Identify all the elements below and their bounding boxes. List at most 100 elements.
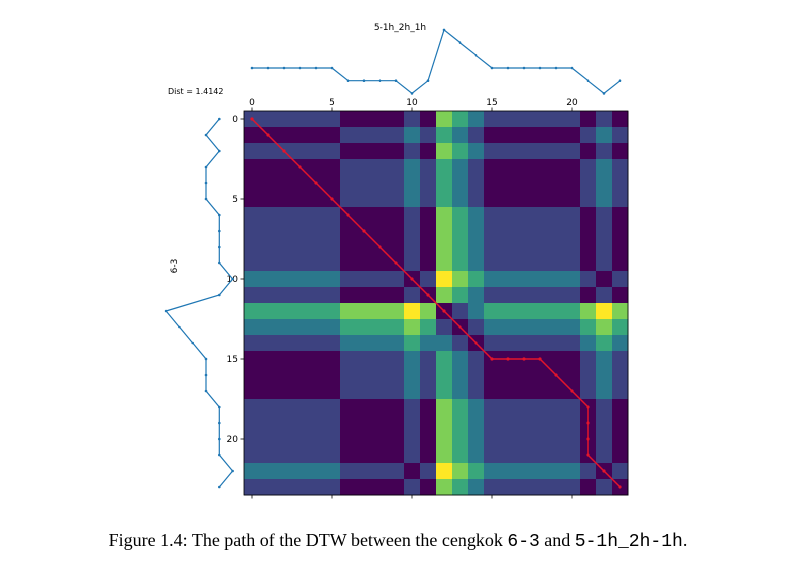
heatmap-cell — [244, 287, 261, 304]
heatmap-cell — [388, 415, 405, 432]
heatmap-cell — [324, 447, 341, 464]
heatmap-cell — [340, 143, 357, 160]
heatmap-cell — [420, 159, 437, 176]
heatmap-cell — [596, 335, 613, 352]
heatmap-cell — [564, 287, 581, 304]
heatmap-cell — [580, 239, 597, 256]
heatmap-cell — [276, 255, 293, 272]
heatmap-cell — [404, 431, 421, 448]
heatmap-cell — [340, 111, 357, 128]
heatmap-cell — [548, 479, 565, 496]
heatmap-cell — [388, 399, 405, 416]
left-series-point — [218, 405, 221, 409]
heatmap-cell — [276, 159, 293, 176]
heatmap-cell — [484, 319, 501, 336]
heatmap-cell — [612, 351, 629, 368]
heatmap-cell — [324, 431, 341, 448]
heatmap-cell — [612, 335, 629, 352]
heatmap-cell — [260, 207, 277, 224]
heatmap-cell — [468, 319, 485, 336]
heatmap-cell — [356, 447, 373, 464]
heatmap-cell — [564, 351, 581, 368]
path-point — [442, 309, 446, 313]
heatmap-cell — [516, 159, 533, 176]
heatmap-cell — [580, 383, 597, 400]
heatmap-cell — [372, 463, 389, 480]
top-series-point — [602, 92, 606, 95]
heatmap-cell — [308, 143, 325, 160]
top-series-point — [474, 54, 478, 57]
caption-text: . — [682, 530, 688, 550]
heatmap-cell — [340, 303, 357, 320]
heatmap-cell — [340, 415, 357, 432]
heatmap-cell — [324, 223, 341, 240]
heatmap-cell — [500, 447, 517, 464]
heatmap-cell — [452, 463, 469, 480]
heatmap-cell — [564, 239, 581, 256]
heatmap-cell — [596, 303, 613, 320]
heatmap-cell — [260, 479, 277, 496]
path-point — [362, 229, 366, 233]
heatmap-cell — [276, 175, 293, 192]
heatmap-cell — [292, 431, 309, 448]
heatmap-cell — [308, 207, 325, 224]
heatmap-cell — [356, 415, 373, 432]
heatmap-cell — [244, 223, 261, 240]
heatmap-cell — [564, 431, 581, 448]
heatmap-cell — [484, 383, 501, 400]
heatmap-cell — [580, 367, 597, 384]
heatmap-cell — [612, 431, 629, 448]
heatmap-cell — [388, 383, 405, 400]
heatmap-cell — [404, 367, 421, 384]
heatmap-cell — [404, 207, 421, 224]
heatmap-cell — [372, 127, 389, 144]
heatmap-cell — [580, 191, 597, 208]
top-series-point — [490, 66, 494, 70]
path-point — [586, 453, 590, 457]
heatmap-cell — [612, 127, 629, 144]
heatmap-cell — [340, 367, 357, 384]
heatmap-cell — [420, 207, 437, 224]
heatmap-cell — [388, 463, 405, 480]
path-point — [458, 325, 462, 329]
heatmap-cell — [308, 287, 325, 304]
heatmap-cell — [324, 319, 341, 336]
heatmap-cell — [580, 351, 597, 368]
heatmap-cell — [276, 447, 293, 464]
heatmap-cell — [388, 479, 405, 496]
heatmap-cell — [596, 367, 613, 384]
heatmap-cell — [436, 447, 453, 464]
heatmap-cell — [516, 319, 533, 336]
heatmap-cell — [340, 463, 357, 480]
heatmap-cell — [292, 111, 309, 128]
heatmap-cell — [452, 447, 469, 464]
heatmap-cell — [516, 399, 533, 416]
top-series-point — [346, 79, 350, 82]
left-series-point — [218, 213, 221, 217]
heatmap-cell — [452, 239, 469, 256]
heatmap-cell — [596, 383, 613, 400]
heatmap-cell — [340, 431, 357, 448]
heatmap-cell — [532, 303, 549, 320]
heatmap-cell — [244, 399, 261, 416]
heatmap-cell — [356, 271, 373, 288]
heatmap-cell — [420, 255, 437, 272]
heatmap-cell — [564, 191, 581, 208]
heatmap-cell — [484, 143, 501, 160]
left-series-point — [204, 181, 208, 185]
top-series-point — [362, 79, 366, 82]
x-tick-label: 15 — [486, 98, 497, 108]
heatmap-cell — [596, 351, 613, 368]
heatmap-cell — [564, 415, 581, 432]
heatmap-cell — [468, 367, 485, 384]
heatmap-cell — [468, 431, 485, 448]
heatmap-cell — [452, 415, 469, 432]
heatmap-cell — [516, 111, 533, 128]
heatmap-cell — [356, 367, 373, 384]
heatmap-cell — [292, 335, 309, 352]
heatmap-cell — [596, 207, 613, 224]
heatmap-cell — [420, 463, 437, 480]
heatmap-cell — [612, 239, 629, 256]
heatmap-cell — [324, 175, 341, 192]
